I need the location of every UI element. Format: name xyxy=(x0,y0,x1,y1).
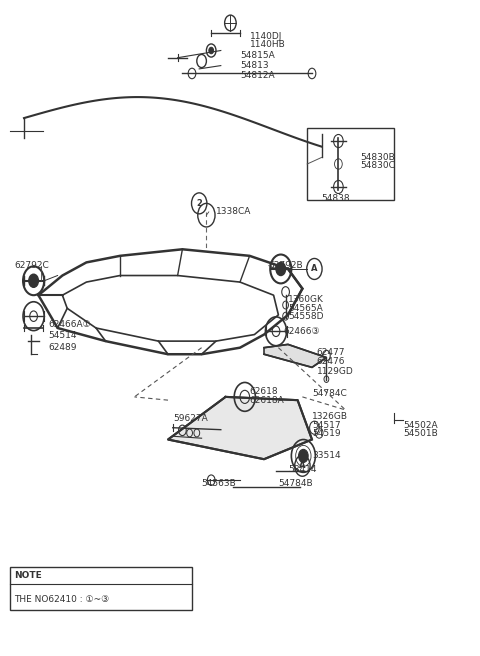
Circle shape xyxy=(276,262,286,276)
Text: NOTE: NOTE xyxy=(14,571,42,580)
Text: 54830B: 54830B xyxy=(360,153,395,162)
Circle shape xyxy=(299,449,308,462)
Text: 54502A: 54502A xyxy=(403,420,438,430)
Text: 58414: 58414 xyxy=(288,464,316,474)
Text: 54558D: 54558D xyxy=(288,312,324,321)
Text: 54815A: 54815A xyxy=(240,51,275,60)
Text: 1338CA: 1338CA xyxy=(216,207,252,216)
Text: 54838: 54838 xyxy=(322,194,350,203)
Text: 54514: 54514 xyxy=(48,331,76,340)
Polygon shape xyxy=(264,344,326,367)
Text: 62618: 62618 xyxy=(250,387,278,396)
Text: 62489: 62489 xyxy=(48,342,76,352)
FancyBboxPatch shape xyxy=(10,567,192,610)
Text: A: A xyxy=(299,461,306,470)
FancyBboxPatch shape xyxy=(307,128,394,200)
Text: A: A xyxy=(311,264,318,274)
Text: 54565A: 54565A xyxy=(288,304,323,313)
Text: 62466③: 62466③ xyxy=(283,327,320,336)
Text: 54563B: 54563B xyxy=(202,479,236,488)
Circle shape xyxy=(209,47,214,54)
Text: 54830C: 54830C xyxy=(360,161,395,171)
Text: 62476: 62476 xyxy=(317,357,345,366)
Text: THE NO62410 : ①~③: THE NO62410 : ①~③ xyxy=(14,595,109,604)
Text: 54812A: 54812A xyxy=(240,71,275,80)
Text: 62466A①: 62466A① xyxy=(48,320,91,329)
Text: 2: 2 xyxy=(196,199,202,208)
Text: 62618A: 62618A xyxy=(250,396,284,405)
Text: 54501B: 54501B xyxy=(403,429,438,438)
Text: 54784B: 54784B xyxy=(278,479,313,488)
Text: 1140HB: 1140HB xyxy=(250,40,285,49)
Text: 62477: 62477 xyxy=(317,348,345,358)
Text: 54784C: 54784C xyxy=(312,389,347,398)
Text: 59627A: 59627A xyxy=(173,414,207,423)
Text: 1326GB: 1326GB xyxy=(312,412,348,421)
Text: 54813: 54813 xyxy=(240,61,269,70)
Polygon shape xyxy=(168,397,312,459)
Text: 62792B: 62792B xyxy=(269,261,303,270)
Text: 1129GD: 1129GD xyxy=(317,367,354,377)
Text: 33514: 33514 xyxy=(312,451,341,461)
Text: 1360GK: 1360GK xyxy=(288,295,324,304)
Text: 1140DJ: 1140DJ xyxy=(250,31,282,41)
Circle shape xyxy=(29,274,38,287)
Text: 54519: 54519 xyxy=(312,429,341,438)
Text: 54517: 54517 xyxy=(312,420,341,430)
Text: 62792C: 62792C xyxy=(14,261,49,270)
